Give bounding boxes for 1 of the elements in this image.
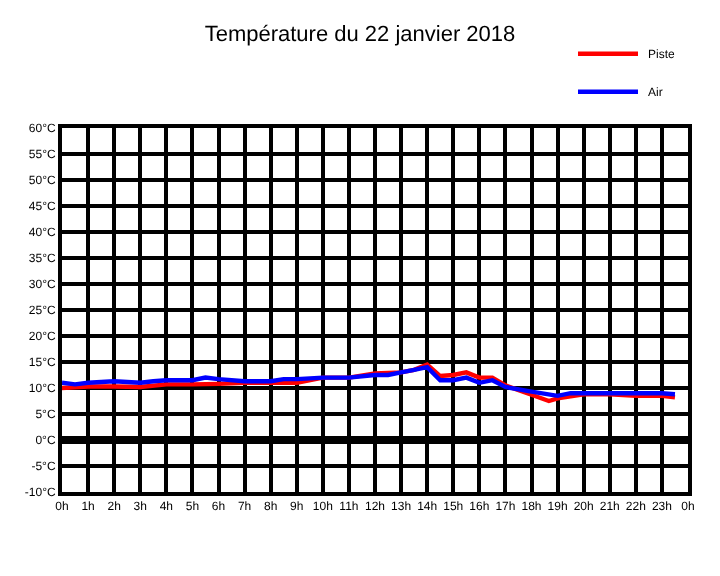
chart-title: Température du 22 janvier 2018 [204,23,516,48]
